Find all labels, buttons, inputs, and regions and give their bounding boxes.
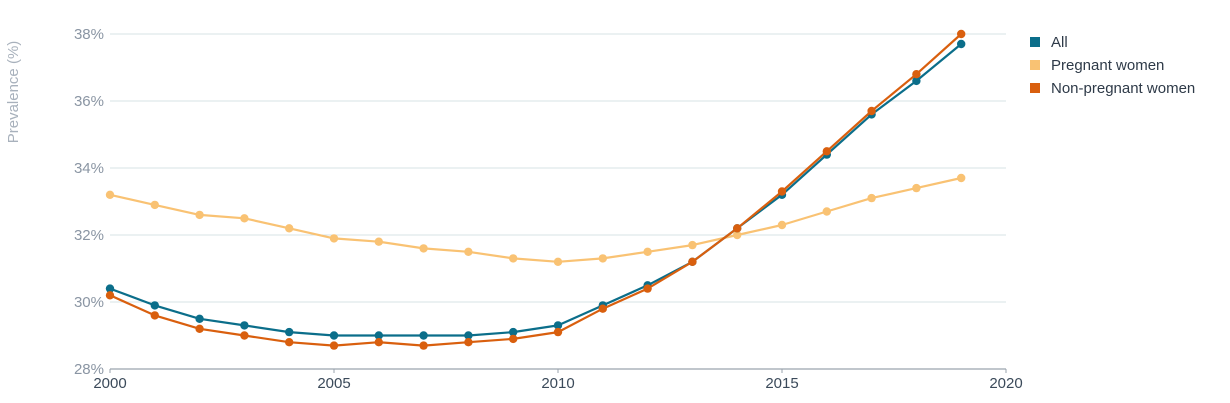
data-point[interactable]: [553, 327, 563, 337]
data-point[interactable]: [822, 147, 831, 156]
y-tick-label: 34%: [74, 160, 104, 177]
data-point[interactable]: [957, 173, 966, 183]
data-point[interactable]: [150, 200, 159, 210]
data-point[interactable]: [374, 331, 383, 340]
data-point[interactable]: [195, 324, 204, 333]
data-point[interactable]: [329, 331, 339, 340]
gridlines: [110, 33, 1006, 370]
series-all: [105, 39, 966, 340]
legend-item[interactable]: All: [1030, 34, 1068, 51]
data-point[interactable]: [105, 291, 115, 300]
legend-label: All: [1051, 34, 1068, 51]
series-line: [108, 176, 963, 263]
x-tick-label: 2000: [93, 375, 126, 392]
x-tick-label: 2015: [765, 375, 798, 392]
data-point[interactable]: [867, 193, 876, 203]
data-point[interactable]: [419, 341, 428, 350]
series-line: [108, 42, 963, 337]
y-tick-label: 32%: [74, 227, 104, 244]
data-point[interactable]: [733, 230, 742, 240]
data-point[interactable]: [553, 257, 563, 266]
data-point[interactable]: [285, 224, 294, 233]
y-axis: 28% 30% 32% 34% 36% 38%: [74, 26, 104, 378]
legend-swatch: [1030, 37, 1040, 47]
data-point[interactable]: [643, 247, 652, 256]
legend-item[interactable]: Pregnant women: [1030, 57, 1164, 74]
data-point[interactable]: [329, 234, 339, 243]
data-point[interactable]: [329, 341, 339, 350]
data-point[interactable]: [598, 254, 607, 263]
data-point[interactable]: [509, 327, 518, 337]
legend-label: Non-pregnant women: [1051, 80, 1195, 97]
y-axis-title: Prevalence (%): [5, 41, 22, 144]
data-point[interactable]: [464, 247, 473, 256]
y-tick-label: 30%: [74, 294, 104, 311]
data-point[interactable]: [912, 70, 921, 79]
data-point[interactable]: [464, 338, 473, 347]
data-point[interactable]: [150, 301, 159, 310]
legend-swatch: [1030, 60, 1040, 70]
series-non-pregnant-women: [105, 29, 966, 350]
data-point[interactable]: [195, 210, 204, 220]
data-point[interactable]: [777, 220, 787, 230]
data-point[interactable]: [240, 331, 249, 340]
data-point[interactable]: [688, 257, 697, 266]
x-tick-label: 2020: [989, 375, 1022, 392]
y-tick-label: 38%: [74, 26, 104, 43]
x-axis: 2000 2005 2010 2015 2020: [93, 369, 1023, 392]
data-point[interactable]: [150, 311, 159, 320]
data-point[interactable]: [509, 254, 518, 263]
x-tick-label: 2010: [541, 375, 574, 392]
x-tick-label: 2005: [317, 375, 350, 392]
data-point[interactable]: [957, 39, 966, 49]
data-point[interactable]: [822, 207, 831, 216]
legend-label: Pregnant women: [1051, 57, 1164, 74]
data-point[interactable]: [598, 304, 607, 313]
series-pregnant-women: [105, 173, 966, 266]
data-point[interactable]: [105, 190, 115, 199]
data-point[interactable]: [105, 284, 115, 293]
series-line: [108, 32, 963, 347]
data-point[interactable]: [957, 29, 966, 39]
data-point[interactable]: [240, 214, 249, 223]
series: [105, 29, 966, 350]
legend-item[interactable]: Non-pregnant women: [1030, 80, 1195, 97]
data-point[interactable]: [285, 338, 294, 347]
data-point[interactable]: [643, 284, 652, 293]
data-point[interactable]: [464, 331, 473, 340]
data-point[interactable]: [777, 187, 787, 196]
legend: All Pregnant women Non-pregnant women: [1030, 34, 1195, 97]
data-point[interactable]: [688, 240, 697, 250]
data-point[interactable]: [195, 314, 204, 323]
data-point[interactable]: [912, 183, 921, 193]
data-point[interactable]: [509, 334, 518, 344]
data-point[interactable]: [374, 338, 383, 347]
data-point[interactable]: [733, 224, 742, 233]
data-point[interactable]: [912, 76, 921, 86]
data-point[interactable]: [867, 106, 876, 116]
data-point[interactable]: [553, 321, 563, 330]
data-point[interactable]: [374, 237, 383, 246]
data-point[interactable]: [419, 331, 428, 340]
y-tick-label: 36%: [74, 93, 104, 110]
legend-swatch: [1030, 83, 1040, 93]
data-point[interactable]: [240, 321, 249, 330]
data-point[interactable]: [285, 327, 294, 337]
y-tick-label: 28%: [74, 361, 104, 378]
data-point[interactable]: [419, 244, 428, 253]
